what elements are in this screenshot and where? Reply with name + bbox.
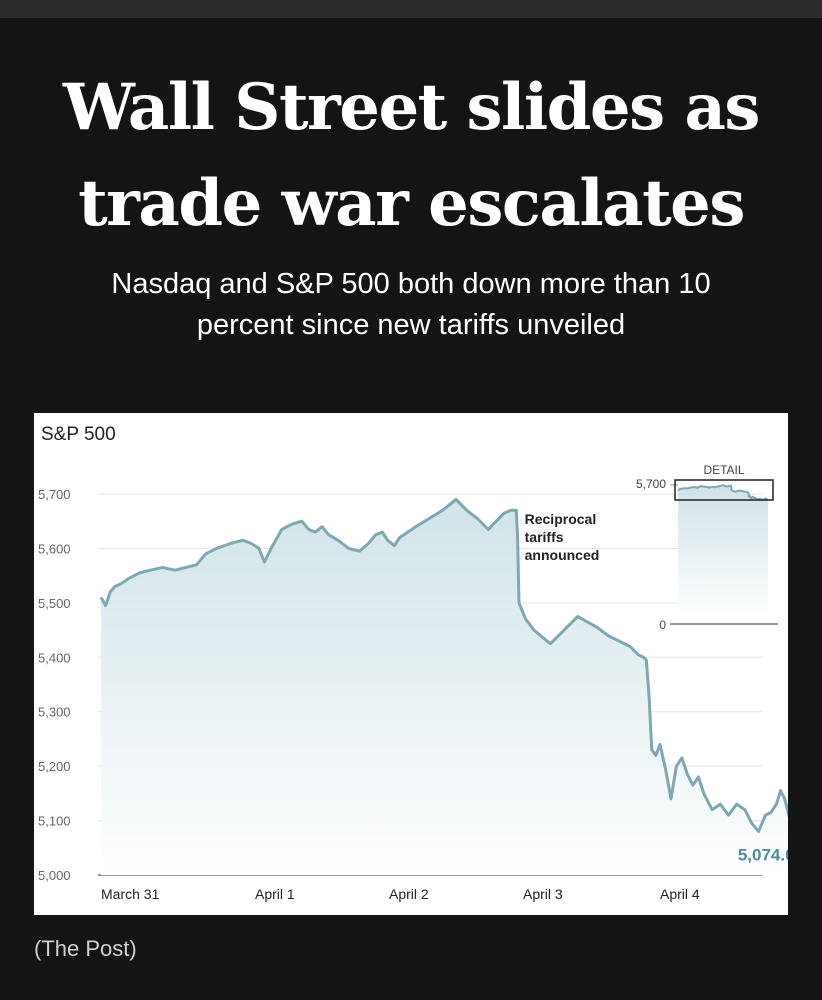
y-tick-label: 5,700 [38,487,71,502]
y-tick-label: 5,500 [38,596,71,611]
chart-card: S&P 500 5,000 5,100 5,200 5,300 5,400 5,500 5,… [34,413,788,915]
y-tick-label: 5,600 [38,541,71,556]
sp500-line [99,497,788,833]
inset-line [677,484,769,502]
annotation-line: tariffs [525,529,564,545]
x-axis-ticks: March 31 April 1 April 2 April 3 April 4 [101,886,700,902]
y-tick-label: 5,400 [38,650,71,665]
annotation-line: announced [525,547,600,563]
last-value-label: 5,074.08 [738,846,788,865]
y-tick-label: 5,300 [38,705,71,720]
y-tick-label: 5,000 [38,868,71,883]
x-tick-label: April 1 [255,886,295,902]
x-tick-label: April 2 [389,886,429,902]
headline: Wall Street slides as trade war escalate… [63,70,760,241]
inset-detail-box [674,479,774,501]
inset-tick-top: 5,700 [636,477,666,491]
detail-inset: DETAIL 5,700 0 [636,463,778,632]
sp500-area [101,499,788,875]
y-tick-label: 5,100 [38,814,71,829]
x-tick-label: April 3 [523,886,563,902]
source-credit: (The Post) [34,936,137,961]
x-tick-label: March 31 [101,886,160,902]
inset-title: DETAIL [703,463,744,477]
chart-title: S&P 500 [41,424,116,445]
annotation-line: Reciprocal [525,511,597,527]
sp500-chart: S&P 500 5,0005,1005,2005,3005,4005,5005,… [38,424,788,902]
top-bar [0,0,822,18]
y-axis-ticks: 5,000 5,100 5,200 5,300 5,400 5,500 5,600 5,700 [38,487,71,883]
inset-area [678,485,768,616]
subheadline: Nasdaq and S&P 500 both down more than 1… [111,268,711,341]
y-tick-label: 5,200 [38,759,71,774]
tariff-annotation: Reciprocal tariffs announced [525,511,600,563]
x-tick-label: April 4 [660,886,700,902]
inset-tick-zero: 0 [659,618,666,632]
